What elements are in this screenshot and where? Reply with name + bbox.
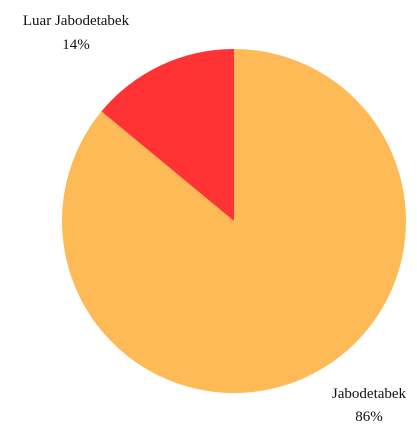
pie-labels: Luar Jabodetabek 14% Jabodetabek 86% <box>23 13 407 425</box>
slice-value-jabodetabek: 86% <box>355 409 383 425</box>
pie-slice-luar-jabodetabek <box>101 48 234 221</box>
slice-label-jabodetabek: Jabodetabek <box>332 386 407 402</box>
pie-slice-jabodetabek <box>61 49 406 393</box>
slice-value-luar-jabodetabek: 14% <box>62 37 90 53</box>
pie-slices <box>61 48 406 393</box>
slice-label-luar-jabodetabek: Luar Jabodetabek <box>23 13 130 29</box>
